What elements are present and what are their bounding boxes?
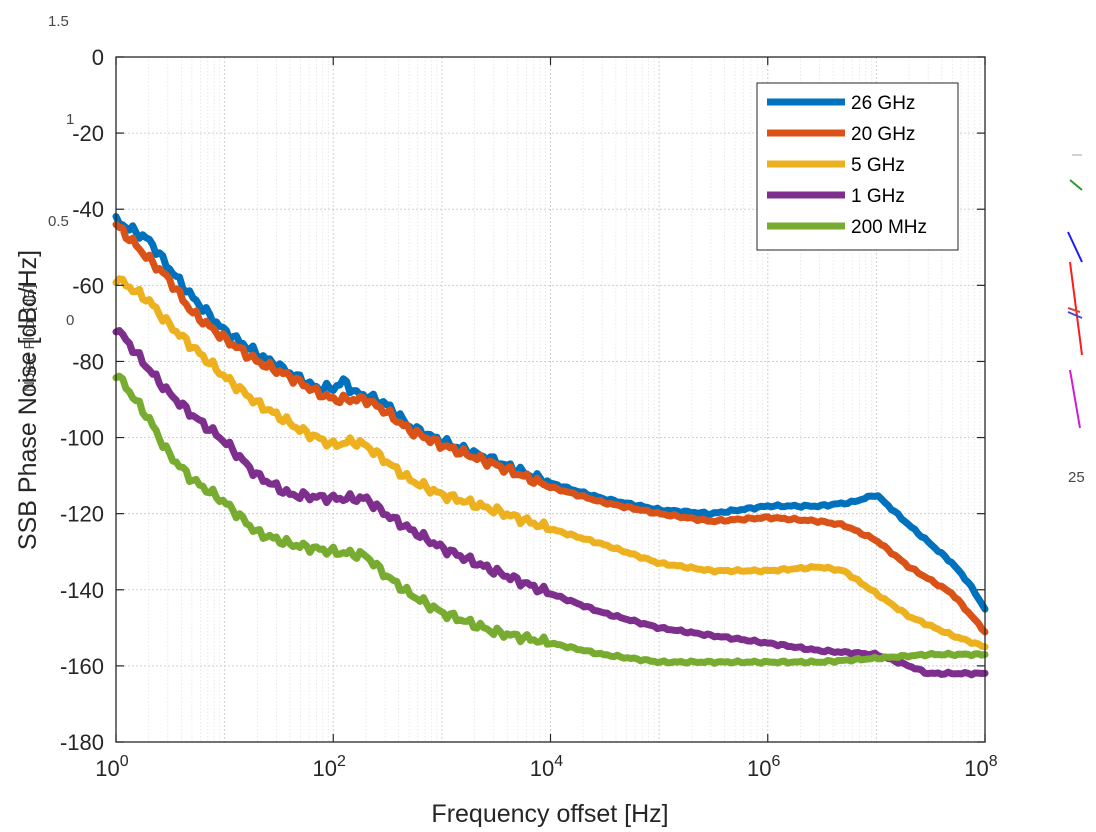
artifact-left-label-1: 1.5 xyxy=(48,13,69,30)
x-tick-label: 104 xyxy=(530,753,563,781)
series-line-200-mhz xyxy=(112,372,989,667)
series-layer xyxy=(112,213,989,679)
legend-label-200-mhz: 200 MHz xyxy=(851,217,927,238)
y-tick-label: -100 xyxy=(60,426,104,451)
artifact-left-label-2: 1 xyxy=(66,111,74,128)
series-line-20-ghz xyxy=(112,221,989,636)
y-tick-label: -140 xyxy=(60,578,104,603)
x-tick-label: 102 xyxy=(313,753,346,781)
legend-label-5-ghz: 5 GHz xyxy=(851,155,905,176)
y-tick-label: -180 xyxy=(60,730,104,755)
legend-label-1-ghz: 1 GHz xyxy=(851,186,905,207)
series-line-26-ghz xyxy=(112,213,989,613)
x-tick-label: 106 xyxy=(747,753,780,781)
y-tick-label: -160 xyxy=(60,654,104,679)
x-tick-label: 100 xyxy=(95,753,128,781)
x-axis-title: Frequency offset [Hz] xyxy=(431,800,668,828)
y-tick-label: -20 xyxy=(72,121,104,146)
y-tick-label: -40 xyxy=(72,197,104,222)
series-line-5-ghz xyxy=(112,275,989,651)
y-tick-label: -120 xyxy=(60,502,104,527)
y-tick-label: -80 xyxy=(72,349,104,374)
background-artifacts: 1.5 1 0.5 0 Noise Floor [dB] 25 xyxy=(21,13,1085,486)
x-tick-label: 108 xyxy=(964,753,997,781)
artifact-vertical-label: Noise Floor [dB] xyxy=(21,284,38,392)
legend-label-20-ghz: 20 GHz xyxy=(851,124,915,145)
y-axis-title: SSB Phase Noise [dBc/Hz] xyxy=(14,250,42,550)
artifact-right-strokes xyxy=(1067,154,1083,429)
legend-label-26-ghz: 26 GHz xyxy=(851,93,915,114)
y-tick-label: -60 xyxy=(72,273,104,298)
y-tick-label: 0 xyxy=(92,45,104,70)
tick-labels: 100 102 104 106 108 0 -20 -40 -60 -80 -100 -120 -140… xyxy=(60,45,998,781)
legend: 26 GHz 20 GHz 5 GHz 1 GHz 200 MHz xyxy=(756,82,959,251)
series-line-1-ghz xyxy=(112,327,989,679)
artifact-right-label: 25 xyxy=(1068,469,1085,486)
artifact-left-label-3: 0.5 xyxy=(48,213,69,230)
artifact-left-label-4: 0 xyxy=(66,312,74,329)
tick-marks xyxy=(115,56,986,743)
